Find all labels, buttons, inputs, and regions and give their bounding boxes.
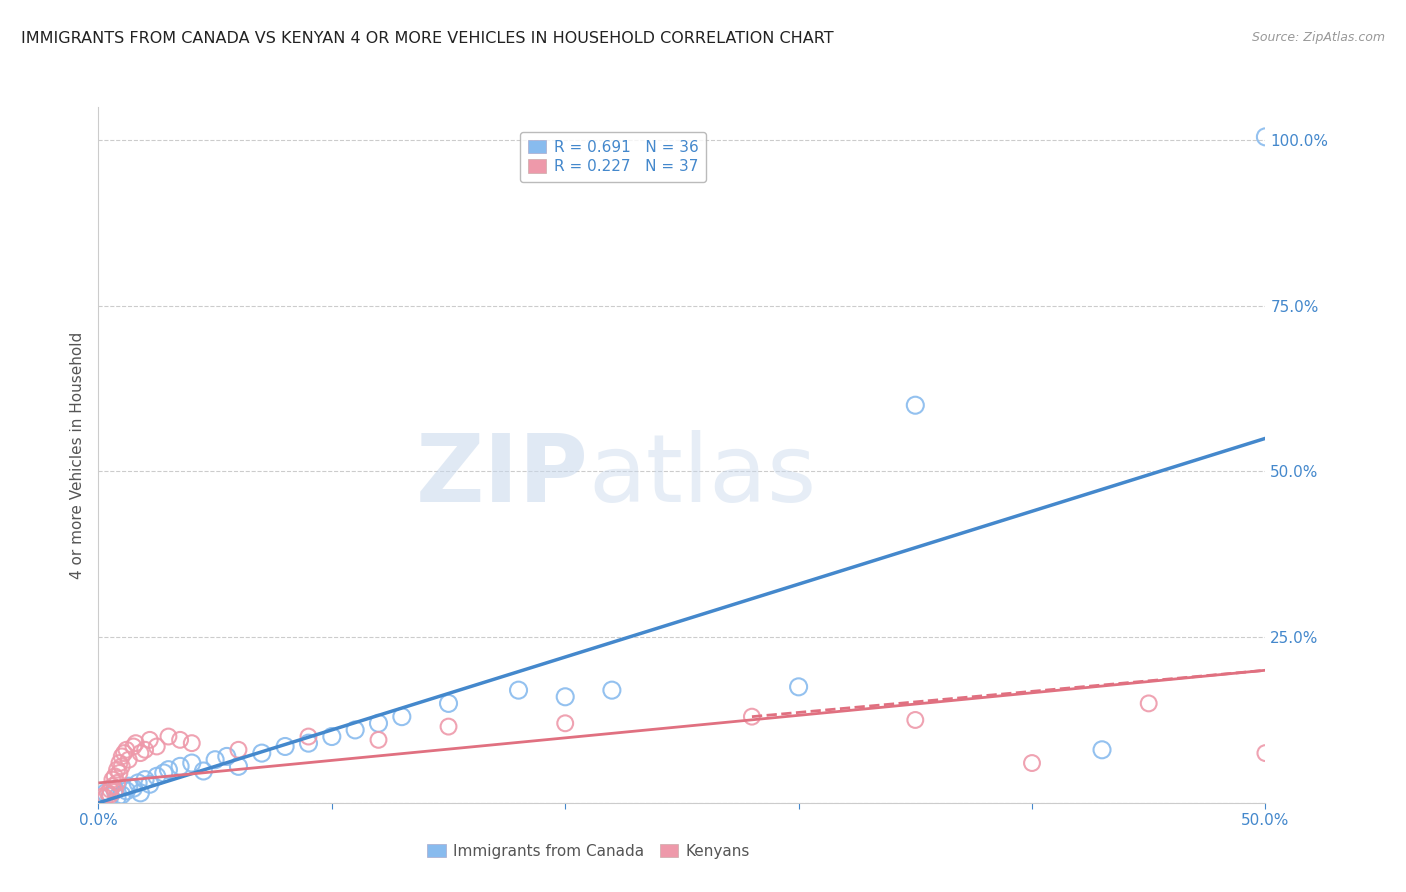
Point <box>94 786 117 800</box>
Point <box>125 736 148 750</box>
Point <box>904 398 927 412</box>
Point <box>600 683 623 698</box>
Point <box>127 776 149 790</box>
Point <box>146 739 169 754</box>
Point <box>134 772 156 787</box>
Point <box>118 753 141 767</box>
Point <box>139 732 162 747</box>
Point <box>115 743 138 757</box>
Point <box>122 739 145 754</box>
Point <box>98 782 121 797</box>
Point <box>215 749 238 764</box>
Point <box>98 788 121 802</box>
Point <box>157 730 180 744</box>
Point <box>169 759 191 773</box>
Point <box>391 709 413 723</box>
Legend: Immigrants from Canada, Kenyans: Immigrants from Canada, Kenyans <box>420 838 756 864</box>
Point <box>139 777 162 791</box>
Point <box>437 697 460 711</box>
Point <box>1137 697 1160 711</box>
Point <box>97 786 120 800</box>
Point <box>111 759 134 773</box>
Point <box>437 720 460 734</box>
Point <box>297 736 319 750</box>
Point <box>129 746 152 760</box>
Text: IMMIGRANTS FROM CANADA VS KENYAN 4 OR MORE VEHICLES IN HOUSEHOLD CORRELATION CHA: IMMIGRANTS FROM CANADA VS KENYAN 4 OR MO… <box>21 31 834 46</box>
Point <box>146 769 169 783</box>
Point <box>228 759 250 773</box>
Point <box>152 766 174 780</box>
Point <box>105 763 128 777</box>
Point <box>180 756 202 770</box>
Point <box>250 746 273 760</box>
Point <box>91 789 114 804</box>
Point <box>108 756 131 770</box>
Point <box>105 790 128 805</box>
Text: ZIP: ZIP <box>416 430 589 522</box>
Point <box>98 789 121 804</box>
Point <box>321 730 343 744</box>
Point <box>1091 743 1114 757</box>
Point <box>111 788 134 802</box>
Point <box>101 779 124 793</box>
Point <box>344 723 367 737</box>
Point <box>741 709 763 723</box>
Point <box>134 743 156 757</box>
Point <box>101 772 124 787</box>
Point <box>297 730 319 744</box>
Point <box>112 746 135 760</box>
Point <box>554 716 576 731</box>
Point <box>274 739 297 754</box>
Point <box>104 769 127 783</box>
Point <box>1254 746 1277 760</box>
Point <box>508 683 530 698</box>
Point <box>367 732 389 747</box>
Point <box>787 680 810 694</box>
Point <box>1021 756 1043 770</box>
Point <box>367 716 389 731</box>
Point <box>108 766 131 780</box>
Text: atlas: atlas <box>589 430 817 522</box>
Point <box>104 784 127 798</box>
Point <box>228 743 250 757</box>
Point <box>193 764 215 778</box>
Point <box>115 784 138 798</box>
Point <box>169 732 191 747</box>
Point <box>129 786 152 800</box>
Point <box>122 781 145 796</box>
Point <box>157 763 180 777</box>
Point <box>204 753 226 767</box>
Point <box>904 713 927 727</box>
Point <box>94 790 117 805</box>
Point <box>118 779 141 793</box>
Point <box>104 782 127 797</box>
Point <box>105 776 128 790</box>
Y-axis label: 4 or more Vehicles in Household: 4 or more Vehicles in Household <box>70 331 86 579</box>
Point <box>180 736 202 750</box>
Point <box>111 749 134 764</box>
Point <box>1254 129 1277 144</box>
Point <box>554 690 576 704</box>
Text: Source: ZipAtlas.com: Source: ZipAtlas.com <box>1251 31 1385 45</box>
